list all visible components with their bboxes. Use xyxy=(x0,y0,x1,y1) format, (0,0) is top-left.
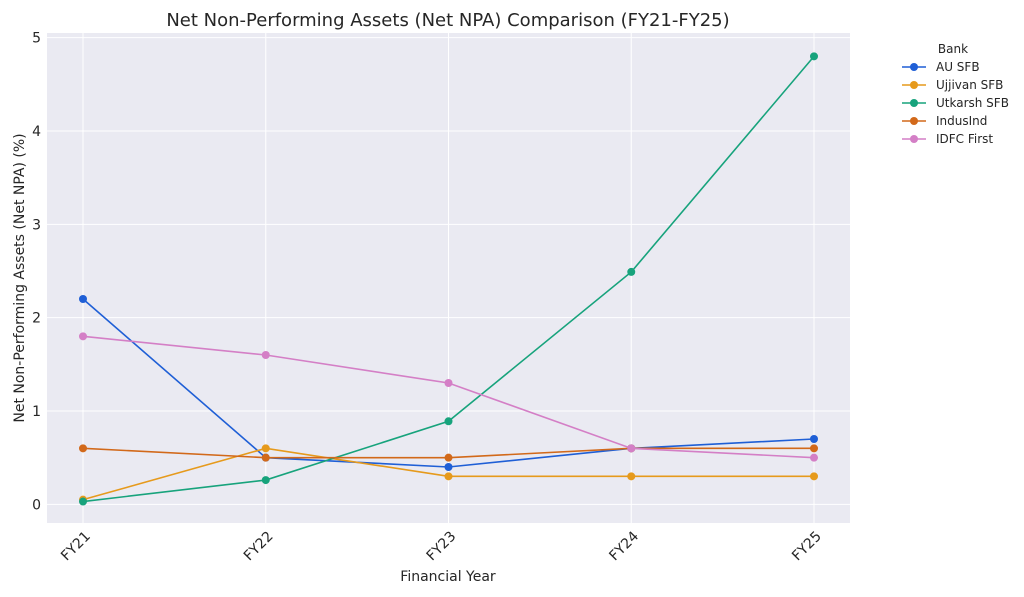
data-point xyxy=(261,476,270,485)
series-group xyxy=(79,52,818,506)
series-idfc-first xyxy=(79,332,818,462)
legend-swatch-marker xyxy=(910,117,918,125)
data-point xyxy=(444,472,453,481)
y-tick-label: 3 xyxy=(32,217,41,233)
data-point xyxy=(444,463,453,471)
y-tick-label: 0 xyxy=(32,497,41,513)
data-point xyxy=(79,497,87,506)
legend-label: Ujjivan SFB xyxy=(936,78,1003,92)
data-point xyxy=(627,472,636,481)
x-tick-label: FY21 xyxy=(58,529,94,565)
chart-title: Net Non-Performing Assets (Net NPA) Comp… xyxy=(166,10,729,31)
y-axis-ticks: 0 1 2 3 4 5 xyxy=(32,31,41,514)
x-tick-label: FY23 xyxy=(424,529,460,565)
legend-swatch-marker xyxy=(910,99,918,107)
legend-item: IndusInd xyxy=(902,114,987,128)
y-axis-label: Net Non-Performing Assets (Net NPA) (%) xyxy=(12,133,28,422)
legend-label: AU SFB xyxy=(936,60,980,74)
data-point xyxy=(810,435,818,443)
x-axis-ticks: FY21 FY22 FY23 FY24 FY25 xyxy=(58,528,825,564)
legend-item: Ujjivan SFB xyxy=(902,78,1003,92)
x-tick-label: FY25 xyxy=(789,529,825,565)
y-tick-label: 4 xyxy=(32,124,41,140)
legend-label: IDFC First xyxy=(936,132,993,146)
data-point xyxy=(79,444,87,453)
data-point xyxy=(810,472,818,481)
legend-item: AU SFB xyxy=(902,60,980,74)
data-point xyxy=(810,52,818,61)
legend-label: IndusInd xyxy=(936,114,987,128)
legend: Bank AU SFB Ujjivan SFB Utkarsh SFB IndusIn… xyxy=(902,42,1009,146)
series-utkarsh-sfb xyxy=(79,52,818,506)
y-tick-label: 2 xyxy=(32,311,41,327)
data-point xyxy=(261,351,270,359)
y-tick-label: 1 xyxy=(32,404,41,420)
legend-swatch-marker xyxy=(910,135,918,143)
legend-swatch-marker xyxy=(910,81,918,89)
data-point xyxy=(444,417,453,426)
legend-item: Utkarsh SFB xyxy=(902,96,1009,110)
data-point xyxy=(627,267,636,276)
data-point xyxy=(79,332,87,341)
legend-swatch-marker xyxy=(910,63,918,71)
data-point xyxy=(261,444,270,453)
data-point xyxy=(444,453,453,462)
data-point xyxy=(261,453,270,462)
legend-item: IDFC First xyxy=(902,132,993,146)
data-point xyxy=(810,453,818,462)
legend-title: Bank xyxy=(938,42,968,56)
x-tick-label: FY24 xyxy=(606,528,642,564)
x-tick-label: FY22 xyxy=(241,529,277,565)
data-point xyxy=(810,444,818,453)
legend-label: Utkarsh SFB xyxy=(936,96,1009,110)
y-tick-label: 5 xyxy=(32,31,41,47)
data-point xyxy=(627,444,636,453)
x-axis-label: Financial Year xyxy=(400,569,496,585)
data-point xyxy=(444,379,453,387)
data-point xyxy=(79,295,87,303)
